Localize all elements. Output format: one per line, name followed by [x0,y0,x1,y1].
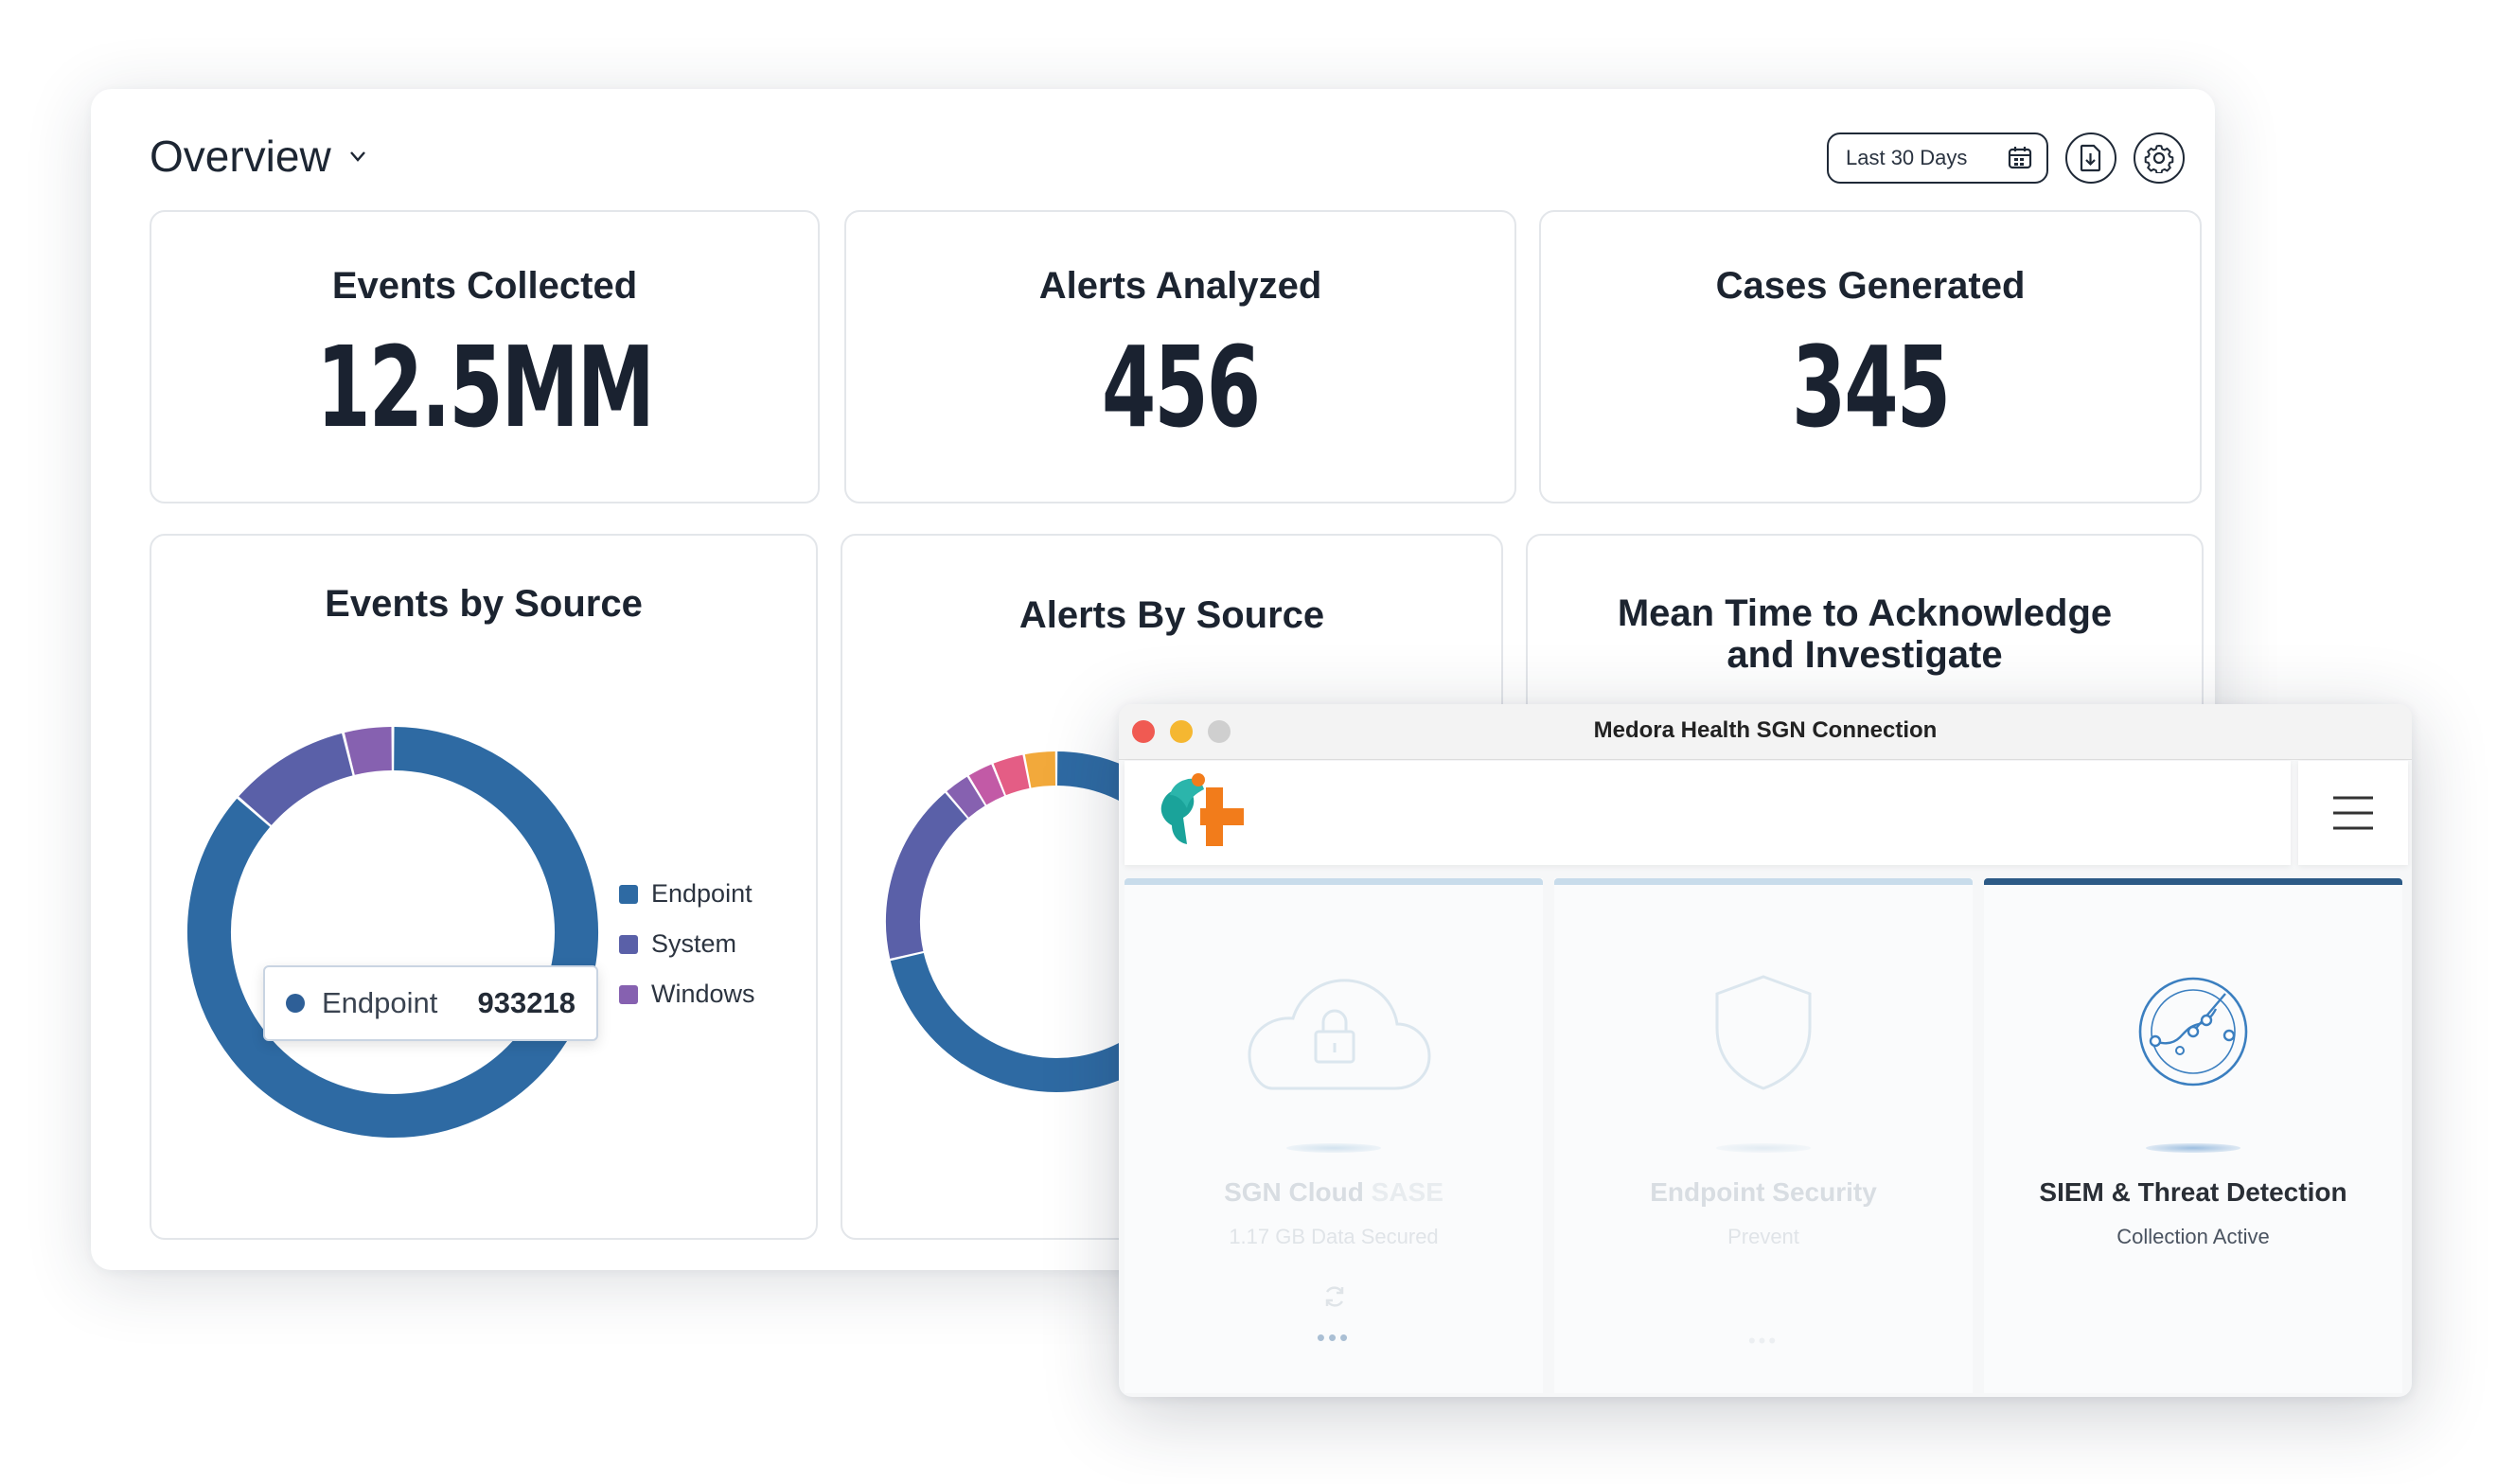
donut-slice-2[interactable] [886,792,968,959]
tile-title: SIEM & Threat Detection [2039,1177,2347,1207]
events-by-source-card: Events by Source Endpoint System Windows… [150,534,818,1240]
date-range-label: Last 30 Days [1846,146,1968,169]
menu-icon [2333,796,2373,830]
kpi-value: 456 [1101,322,1261,452]
shield-icon [1715,975,1812,1090]
zoom-window-button[interactable] [1208,720,1231,743]
more-options-button[interactable]: ••• [1316,1323,1352,1352]
gear-icon [2144,145,2174,173]
page-title: Overview [150,132,331,181]
chart-title-line: and Investigate [1727,634,2003,676]
chevron-down-icon [349,151,365,162]
tile-subtitle: 1.17 GB Data Secured [1229,1225,1439,1248]
kpi-card-alerts-analyzed: Alerts Analyzed 456 [844,210,1516,504]
legend-label: Windows [651,980,755,1008]
legend-swatch [619,984,638,1004]
donut-slice-4[interactable] [968,764,1005,805]
calendar-icon [2008,147,2032,169]
settings-button[interactable] [2134,132,2185,184]
app-header [1125,761,2291,865]
legend-item-windows[interactable]: Windows [619,969,755,1019]
donut-slice-endpoint[interactable] [187,727,598,1138]
donut-slice-6[interactable] [1024,751,1056,788]
chart-title: Mean Time to Acknowledge and Investigate [1528,592,2202,676]
tile-endpoint-security[interactable]: Endpoint Security Prevent ••• [1554,878,1973,1393]
legend-label: Endpoint [651,879,753,908]
tooltip-value: 933218 [477,986,576,1019]
chart-title-line: Mean Time to Acknowledge [1617,592,2113,634]
tile-status-bar [1984,878,2402,885]
donut-slice-system[interactable] [239,733,354,826]
kpi-card-events-collected: Events Collected 12.5MM [150,210,820,504]
hamburger-menu-button[interactable] [2298,761,2408,865]
chart-title: Alerts By Source [1018,594,1325,636]
kpi-value: 345 [1791,322,1951,452]
tile-subtitle: Prevent [1727,1225,1799,1248]
chart-title: Events by Source [325,583,643,625]
tile-glow [1716,1143,1811,1153]
chart-legend: Endpoint System Windows [619,869,755,1019]
donut-slice-3[interactable] [947,776,985,818]
medora-logo-icon [1160,773,1244,846]
tooltip-label: Endpoint [322,986,438,1019]
kpi-title: Events Collected [331,265,638,307]
tile-siem-threat-detection[interactable]: SIEM & Threat Detection Collection Activ… [1984,878,2402,1393]
tooltip-swatch [286,994,305,1013]
legend-item-endpoint[interactable]: Endpoint [619,869,755,919]
tile-subtitle: Collection Active [2116,1225,2270,1248]
tile-title: SGN Cloud SASE [1125,1177,1543,1208]
tile-sgn-cloud-sase[interactable]: SGN Cloud SASE 1.17 GB Data Secured ••• [1125,878,1543,1393]
window-titlebar[interactable]: Medora Health SGN Connection [1119,704,2412,760]
app-window: Medora Health SGN Connection [1119,704,2412,1397]
radar-icon [2138,977,2248,1086]
window-title: Medora Health SGN Connection [1593,717,1938,743]
events-by-source-donut [187,727,598,1138]
kpi-value: 12.5MM [316,322,655,452]
date-range-picker[interactable]: Last 30 Days [1827,132,2048,184]
kpi-title: Cases Generated [1715,265,2026,307]
tile-title-secondary: SASE [1371,1177,1443,1207]
tile-glow [1286,1143,1381,1153]
kpi-title: Alerts Analyzed [1038,265,1322,307]
overview-dropdown[interactable]: Overview [150,131,367,182]
tile-glow [2146,1143,2240,1153]
legend-label: System [651,929,737,958]
tile-status-bar [1554,878,1973,885]
legend-swatch [619,934,638,954]
close-window-button[interactable] [1132,720,1155,743]
tile-title-primary: SGN Cloud [1224,1177,1364,1207]
chart-tooltip: Endpoint 933218 [263,965,598,1041]
minimize-window-button[interactable] [1170,720,1193,743]
export-button[interactable] [2065,132,2116,184]
kpi-card-cases-generated: Cases Generated 345 [1539,210,2202,504]
more-options-button[interactable]: ••• [1747,1329,1780,1352]
file-download-icon [2080,144,2101,172]
cloud-lock-icon [1248,979,1431,1090]
refresh-icon[interactable] [1321,1283,1348,1310]
donut-slice-windows[interactable] [344,727,393,775]
legend-item-system[interactable]: System [619,919,755,969]
tile-title: Endpoint Security [1650,1177,1877,1207]
tile-status-bar [1125,878,1543,885]
donut-slice-5[interactable] [993,754,1030,796]
legend-swatch [619,884,638,904]
